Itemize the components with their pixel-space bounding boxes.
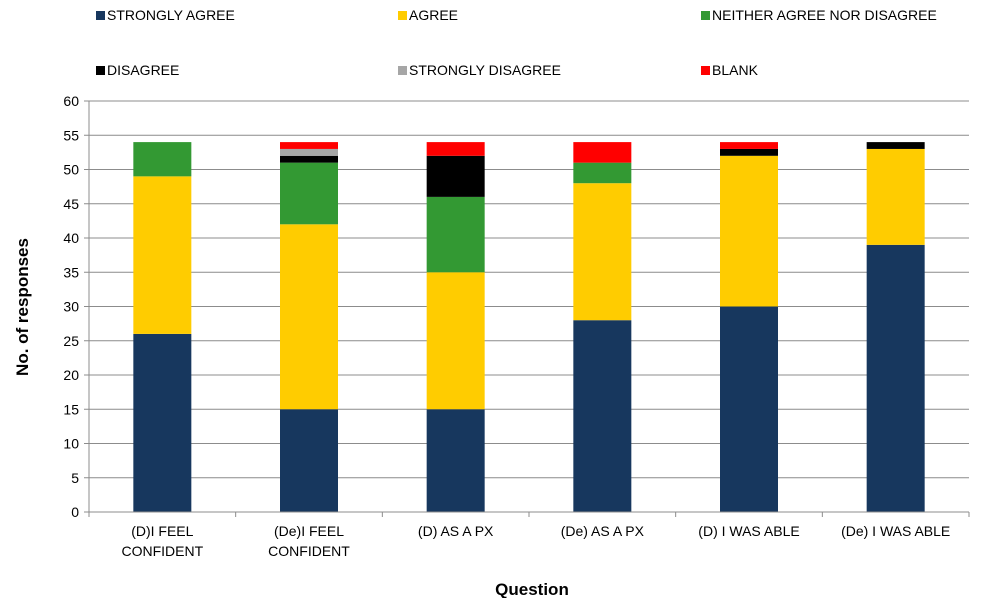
- x-tick-label: (D) I WAS ABLE: [698, 523, 799, 539]
- bar-segment: [866, 142, 925, 149]
- bar-segment: [573, 183, 632, 321]
- bar-segment: [426, 409, 485, 512]
- y-tick-label: 45: [63, 196, 79, 212]
- x-tick-label: (De) AS A PX: [561, 523, 645, 539]
- legend-swatch: [398, 11, 407, 20]
- bar-segment: [426, 155, 485, 197]
- y-tick-label: 35: [63, 264, 79, 280]
- y-tick-label: 20: [63, 367, 79, 383]
- bar-segment: [720, 155, 778, 307]
- axes: [88, 101, 970, 517]
- y-tick-label: 60: [63, 93, 79, 109]
- x-axis-title: Question: [495, 580, 569, 598]
- bar-segment: [866, 148, 925, 245]
- legend-label: AGREE: [409, 7, 458, 23]
- bars: [133, 142, 925, 512]
- y-tick-label: 30: [63, 299, 79, 315]
- y-tick-labels: 0 5 10 15 20 25 30 35 40 45 50 55 60: [63, 93, 79, 520]
- bar-segment: [280, 148, 338, 156]
- x-tick-labels: (D)I FEEL CONFIDENT (De)I FEEL CONFIDENT (D)…: [121, 523, 950, 559]
- bar-segment: [133, 176, 192, 334]
- y-tick-label: 40: [63, 230, 79, 246]
- bar-segment: [280, 142, 338, 149]
- gridlines: [84, 100, 969, 513]
- y-tick-label: 0: [71, 504, 79, 520]
- bar-segment: [133, 333, 192, 512]
- x-tick-label: CONFIDENT: [268, 543, 350, 559]
- bar-segment: [280, 162, 338, 225]
- bar-segment: [280, 409, 338, 512]
- x-tick-label: (De)I FEEL: [274, 523, 344, 539]
- x-tick-label: (D) AS A PX: [418, 523, 494, 539]
- bar-segment: [426, 196, 485, 273]
- bar-segment: [720, 142, 778, 149]
- bar-segment: [280, 224, 338, 410]
- legend-swatch: [398, 66, 407, 75]
- x-tick-label: (D)I FEEL: [131, 523, 193, 539]
- legend-label: DISAGREE: [107, 62, 179, 78]
- bar-segment: [133, 142, 192, 177]
- y-tick-label: 55: [63, 127, 79, 143]
- legend-label: BLANK: [712, 62, 759, 78]
- legend-swatch: [96, 11, 105, 20]
- y-tick-label: 50: [63, 162, 79, 178]
- bar-segment: [280, 155, 338, 163]
- legend-swatch: [701, 11, 710, 20]
- y-tick-label: 5: [71, 470, 79, 486]
- legend-label: NEITHER AGREE NOR DISAGREE: [712, 7, 937, 23]
- legend-swatch: [96, 66, 105, 75]
- x-tick-label: CONFIDENT: [121, 543, 203, 559]
- y-tick-label: 10: [63, 436, 79, 452]
- legend-label: STRONGLY AGREE: [107, 7, 235, 23]
- bar-segment: [573, 320, 632, 512]
- legend: STRONGLY AGREE AGREE NEITHER AGREE NOR DIS…: [96, 7, 937, 78]
- bar-segment: [426, 142, 485, 156]
- bar-segment: [720, 148, 778, 156]
- y-axis-title: No. of responses: [13, 238, 32, 376]
- bar-segment: [866, 244, 925, 512]
- legend-label: STRONGLY DISAGREE: [409, 62, 561, 78]
- bar-segment: [426, 272, 485, 410]
- x-tick-label: (De) I WAS ABLE: [841, 523, 950, 539]
- bar-segment: [573, 142, 632, 163]
- bar-segment: [720, 306, 778, 512]
- y-tick-label: 25: [63, 333, 79, 349]
- bar-segment: [573, 162, 632, 184]
- y-tick-label: 15: [63, 401, 79, 417]
- legend-swatch: [701, 66, 710, 75]
